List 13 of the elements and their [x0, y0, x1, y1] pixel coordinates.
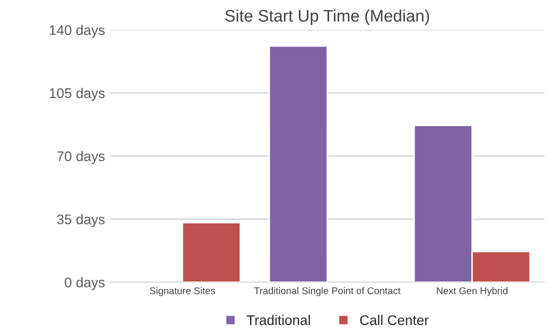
bar [268, 45, 328, 282]
chart-title: Site Start Up Time (Median) [225, 9, 430, 26]
legend-label: Call Center [360, 314, 429, 326]
x-tick-label: Traditional Single Point of Contact [254, 287, 400, 296]
y-tick-label: 105 days [50, 88, 105, 101]
bar [182, 222, 242, 282]
legend-label: Traditional [246, 314, 310, 326]
y-tick-label: 0 days [64, 277, 105, 290]
y-tick-label: 35 days [57, 214, 105, 228]
x-tick-label: Next Gen Hybrid [436, 287, 508, 296]
x-tick-label: Signature Sites [150, 287, 216, 296]
y-tick-label: 70 days [57, 151, 105, 164]
y-tick-label: 140 days [50, 24, 105, 38]
